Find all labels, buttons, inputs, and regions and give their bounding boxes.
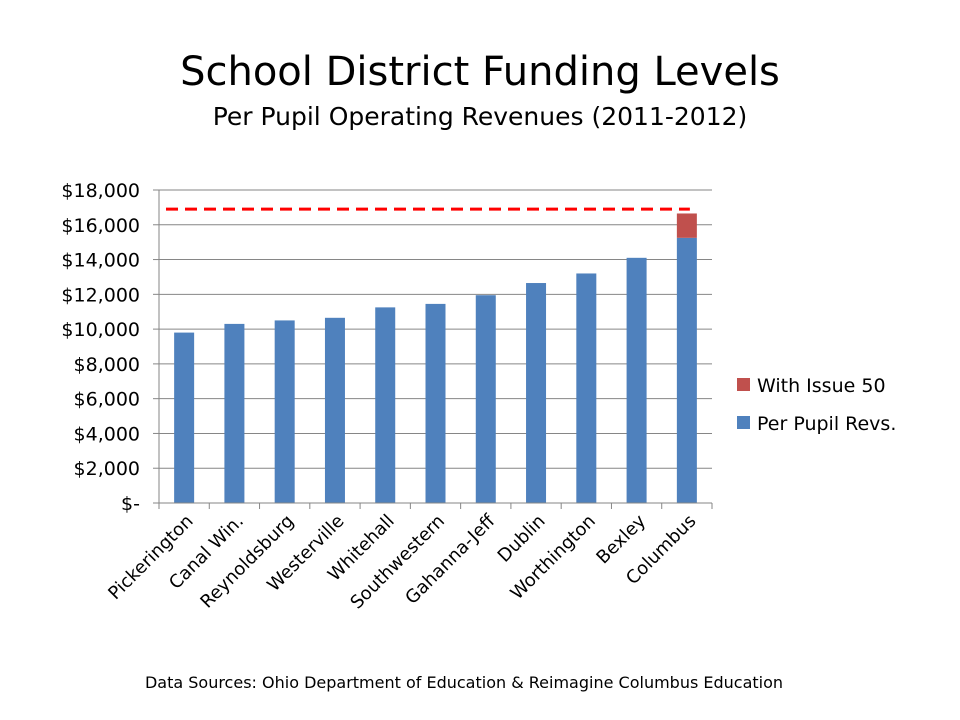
y-tick-label: $2,000	[74, 458, 140, 480]
bar-per-pupil-revs	[274, 320, 295, 503]
y-tick-label: $6,000	[74, 389, 140, 411]
bar-per-pupil-revs	[526, 283, 547, 503]
x-category-label: Gahanna-Jeff	[401, 510, 499, 608]
y-tick-label: $16,000	[61, 215, 140, 237]
bar-per-pupil-revs	[626, 257, 647, 503]
bar-per-pupil-revs	[174, 332, 195, 503]
y-tick-label: $14,000	[61, 250, 140, 272]
bar-per-pupil-revs	[475, 295, 496, 503]
bar-per-pupil-revs	[375, 307, 396, 503]
bar-per-pupil-revs	[676, 237, 697, 503]
bar-per-pupil-revs	[224, 323, 245, 503]
chart-subtitle: Per Pupil Operating Revenues (2011-2012)	[212, 102, 748, 131]
bars	[174, 213, 697, 503]
legend: With Issue 50 Per Pupil Revs.	[737, 375, 896, 435]
data-sources-note: Data Sources: Ohio Department of Educati…	[144, 673, 784, 692]
y-tick-label: $18,000	[61, 180, 140, 202]
legend-swatch-per-pupil-revs	[737, 416, 750, 429]
chart-title: School District Funding Levels	[180, 49, 780, 95]
bar-per-pupil-revs	[576, 273, 597, 503]
y-tick-label: $-	[121, 493, 140, 515]
y-tick-label: $4,000	[74, 423, 140, 445]
y-tick-label: $10,000	[61, 319, 140, 341]
y-tick-label: $8,000	[74, 354, 140, 376]
bar-per-pupil-revs	[425, 303, 446, 503]
legend-swatch-with-issue-50	[737, 378, 750, 391]
bar-with-issue-50	[676, 213, 697, 238]
legend-label-with-issue-50: With Issue 50	[757, 375, 886, 397]
axes	[153, 189, 713, 509]
y-tick-label: $12,000	[61, 284, 140, 306]
bar-per-pupil-revs	[324, 317, 345, 503]
x-category-label: Pickerington	[104, 511, 197, 604]
legend-label-per-pupil-revs: Per Pupil Revs.	[757, 413, 896, 435]
